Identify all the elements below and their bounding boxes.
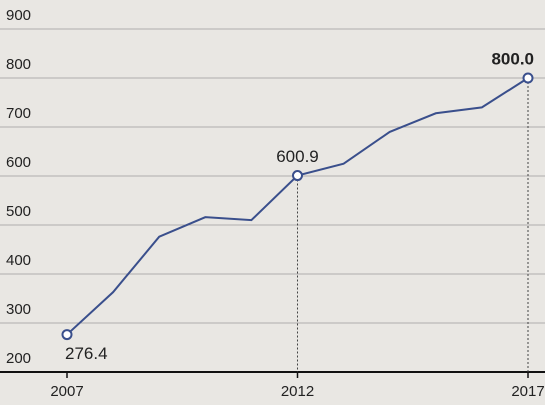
data-label: 800.0 [491,49,534,68]
data-label: 600.9 [276,147,319,166]
y-tick-label: 600 [6,154,31,171]
y-tick-label: 200 [6,350,31,367]
data-label: 276.4 [65,344,108,363]
y-tick-label: 400 [6,252,31,269]
x-tick-label: 2007 [50,383,83,400]
point [61,329,73,341]
y-tick-label: 700 [6,105,31,122]
y-tick-label: 500 [6,203,31,220]
point [522,72,534,84]
x-tick-label: 2017 [511,383,544,400]
point [292,170,303,182]
x-tick-label: 2012 [281,383,314,400]
y-tick-label: 300 [6,301,31,318]
y-tick-label: 800 [6,56,31,73]
y-tick-label: 900 [6,7,31,24]
